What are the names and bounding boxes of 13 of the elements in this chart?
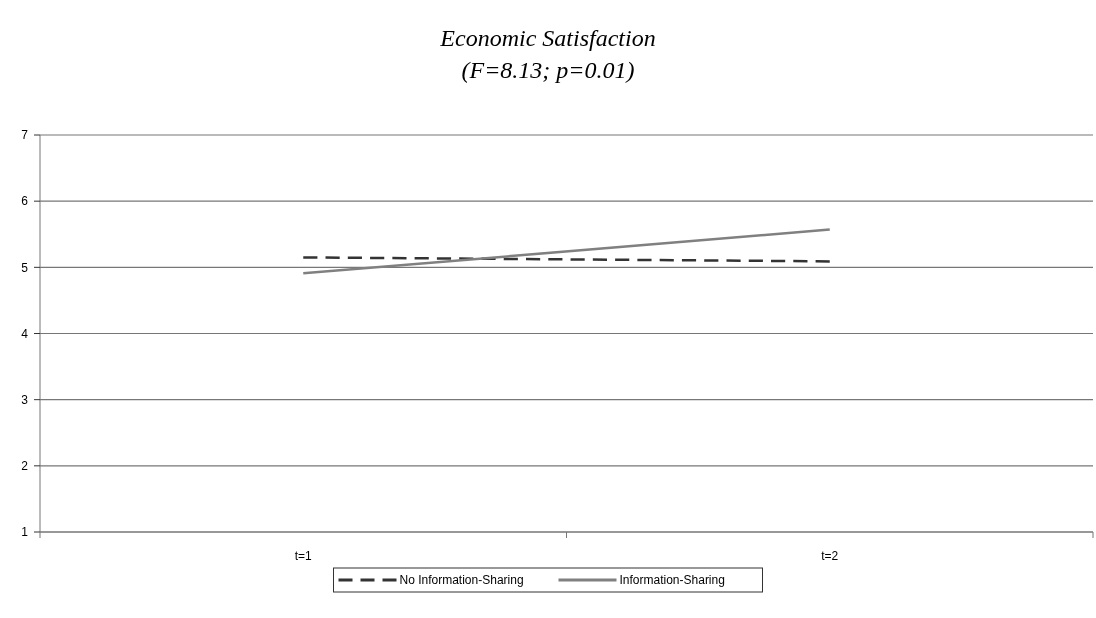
legend-label: No Information-Sharing: [399, 573, 524, 588]
legend-label: Information-Sharing: [619, 573, 725, 588]
y-tick-label: 4: [21, 326, 29, 341]
y-tick-label: 6: [21, 194, 29, 209]
chart-subtitle: (F=8.13; p=0.01): [461, 57, 635, 83]
x-tick-label: t=2: [821, 549, 839, 563]
y-tick-label: 2: [21, 459, 29, 474]
y-tick-label: 1: [21, 525, 29, 540]
y-tick-label: 5: [21, 260, 29, 275]
chart-title: Economic Satisfaction: [439, 25, 656, 51]
y-tick-label: 7: [21, 128, 29, 143]
x-tick-label: t=1: [294, 549, 313, 563]
y-tick-label: 3: [21, 392, 29, 407]
